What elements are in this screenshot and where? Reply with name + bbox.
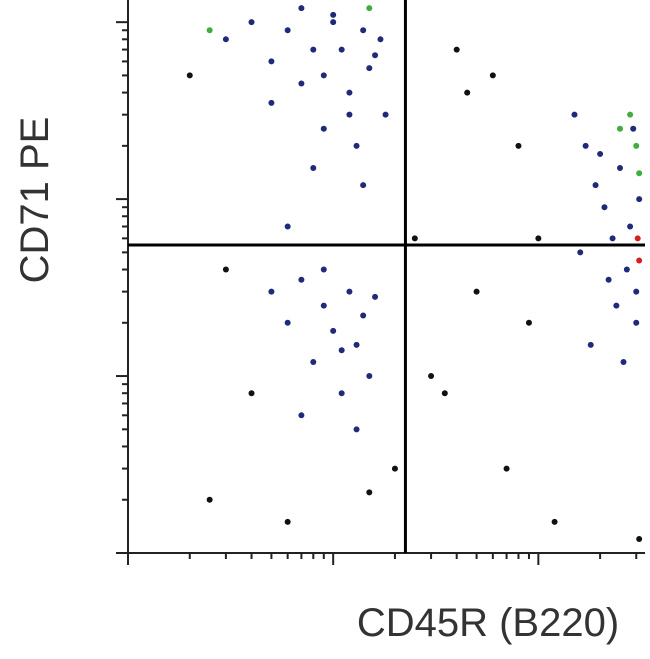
point [535, 235, 542, 242]
point [320, 72, 327, 79]
point [372, 52, 379, 59]
point [605, 276, 612, 283]
point [620, 359, 627, 366]
point [441, 390, 448, 397]
point [330, 327, 337, 334]
point [330, 19, 337, 26]
point [636, 257, 643, 264]
point [360, 27, 367, 34]
point [338, 46, 345, 53]
point [320, 125, 327, 132]
point [310, 46, 317, 53]
point [489, 72, 496, 79]
point [284, 319, 291, 326]
point [617, 164, 624, 171]
point [338, 347, 345, 354]
point [222, 36, 229, 43]
point [613, 302, 620, 309]
point [360, 182, 367, 189]
point [571, 111, 578, 118]
point [525, 319, 532, 326]
point [636, 196, 643, 203]
point [609, 235, 616, 242]
x-axis-label: CD45R (B220) [357, 601, 619, 645]
point [366, 5, 373, 12]
point [366, 489, 373, 496]
point [366, 373, 373, 380]
point [346, 111, 353, 118]
point [206, 27, 213, 34]
point [515, 142, 522, 149]
point [633, 319, 640, 326]
point [206, 496, 213, 503]
point [268, 99, 275, 106]
y-axis-label: CD71 PE [13, 117, 57, 284]
point [360, 312, 367, 319]
point [372, 293, 379, 300]
point [320, 266, 327, 273]
point [366, 65, 373, 72]
point [346, 288, 353, 295]
point [627, 223, 634, 230]
point [428, 373, 435, 380]
point [298, 412, 305, 419]
point [601, 204, 608, 211]
point [284, 223, 291, 230]
point [453, 46, 460, 53]
point [377, 36, 384, 43]
point [623, 266, 630, 273]
point [587, 341, 594, 348]
point [330, 11, 337, 18]
point [186, 72, 193, 79]
point [353, 341, 360, 348]
point [597, 150, 604, 157]
point [592, 182, 599, 189]
point [634, 235, 641, 242]
point [268, 288, 275, 295]
point [382, 111, 389, 118]
point [630, 125, 637, 132]
point [391, 465, 398, 472]
point [503, 465, 510, 472]
point [633, 142, 640, 149]
point [284, 518, 291, 525]
point [353, 142, 360, 149]
point [636, 170, 643, 177]
point [298, 80, 305, 87]
point [411, 235, 418, 242]
point [627, 111, 634, 118]
point [551, 518, 558, 525]
point [298, 5, 305, 12]
point [320, 302, 327, 309]
point [338, 390, 345, 397]
point [268, 58, 275, 65]
point [298, 276, 305, 283]
point [473, 288, 480, 295]
point [284, 27, 291, 34]
point [617, 125, 624, 132]
point [353, 426, 360, 433]
point [248, 19, 255, 26]
point [582, 142, 589, 149]
point [633, 288, 640, 295]
point [310, 164, 317, 171]
point [248, 390, 255, 397]
point [464, 89, 471, 96]
point [222, 266, 229, 273]
point [636, 535, 643, 542]
point [346, 89, 353, 96]
point [310, 359, 317, 366]
point [577, 249, 584, 256]
